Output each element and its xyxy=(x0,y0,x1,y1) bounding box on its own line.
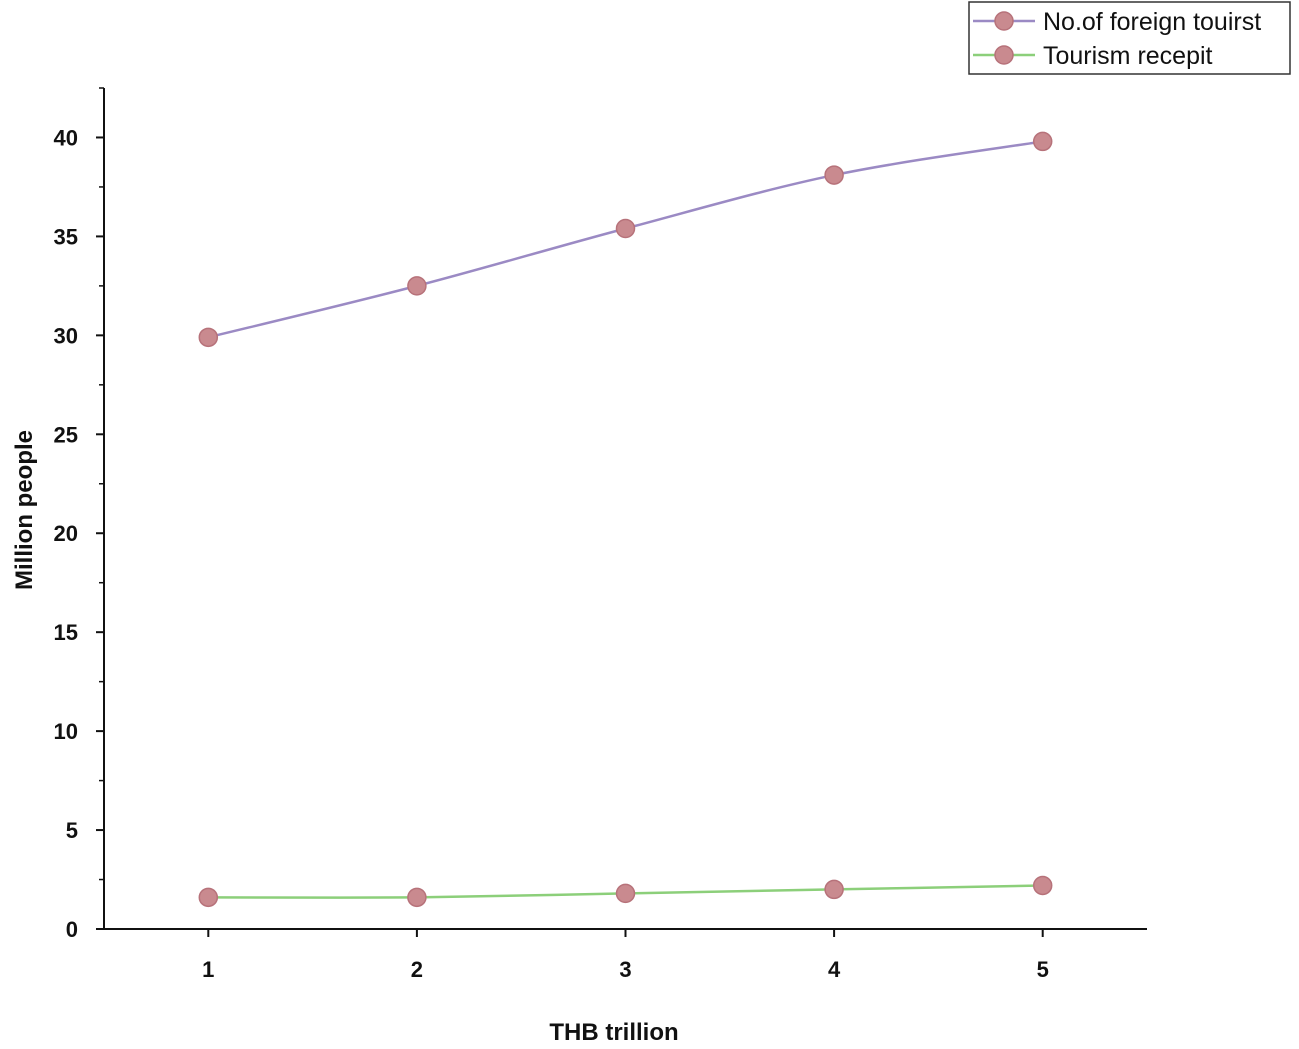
legend-marker-2 xyxy=(994,45,1014,65)
series-1-point xyxy=(824,165,844,185)
x-tick-label: 5 xyxy=(1037,957,1049,982)
legend-marker-1 xyxy=(994,11,1014,31)
x-tick-label: 2 xyxy=(411,957,423,982)
series-line-1 xyxy=(208,140,1043,339)
y-tick-label: 25 xyxy=(54,422,78,447)
x-tick-label: 3 xyxy=(619,957,631,982)
y-tick-label: 5 xyxy=(66,818,78,843)
x-tick-label: 4 xyxy=(828,957,841,982)
y-tick-label: 0 xyxy=(66,917,78,942)
legend: No.of foreign touirst Tourism recepit xyxy=(968,1,1291,75)
legend-label-2: Tourism recepit xyxy=(1043,42,1213,70)
y-tick-label: 20 xyxy=(54,521,78,546)
series-1-point xyxy=(615,218,636,239)
series-1-point xyxy=(198,327,219,348)
y-tick-label: 40 xyxy=(54,125,78,150)
series-2-point xyxy=(615,883,636,904)
series-2-point xyxy=(407,887,427,908)
legend-box xyxy=(968,1,1291,75)
y-tick-label: 10 xyxy=(54,719,78,744)
axes: 0 5 10 15 20 25 30 35 40 1 2 3 4 5 xyxy=(54,87,1147,982)
y-tick-label: 35 xyxy=(54,224,78,249)
x-tick-label: 1 xyxy=(202,957,214,982)
series-layer xyxy=(198,131,1053,908)
series-1-point xyxy=(1032,131,1053,152)
series-1-point xyxy=(407,276,427,296)
series-2-point xyxy=(824,879,844,900)
y-tick-label: 15 xyxy=(54,620,78,645)
series-2-point xyxy=(1032,875,1053,896)
y-axis-title: Million people xyxy=(11,430,38,590)
x-axis-title: THB trillion xyxy=(549,1019,678,1046)
legend-label-1: No.of foreign touirst xyxy=(1043,8,1261,36)
series-2-point xyxy=(198,887,219,908)
y-tick-label: 30 xyxy=(54,323,78,348)
